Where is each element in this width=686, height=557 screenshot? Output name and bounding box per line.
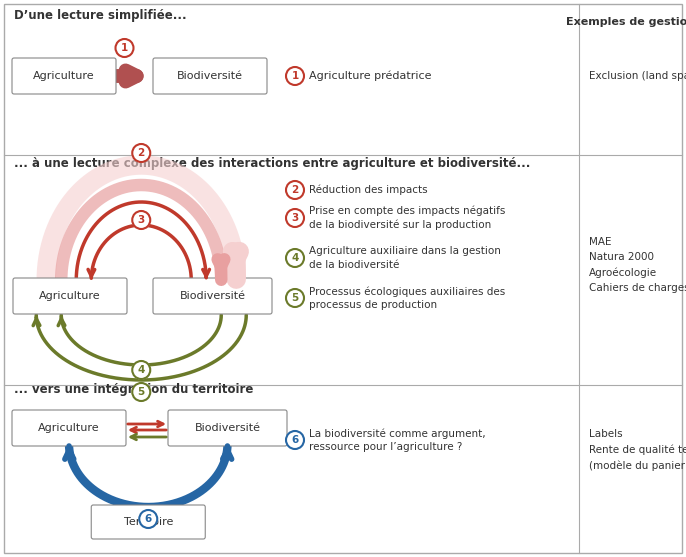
Text: Biodiversité: Biodiversité — [177, 71, 243, 81]
Text: Prise en compte des impacts négatifs
de la biodiversité sur la production: Prise en compte des impacts négatifs de … — [309, 206, 506, 230]
Text: Agriculture: Agriculture — [33, 71, 95, 81]
Text: Agriculture: Agriculture — [39, 291, 101, 301]
Text: Biodiversité: Biodiversité — [180, 291, 246, 301]
Text: 2: 2 — [138, 148, 145, 158]
Text: Biodiversité: Biodiversité — [195, 423, 261, 433]
Circle shape — [286, 181, 304, 199]
Text: 2: 2 — [292, 185, 298, 195]
Text: Exclusion (land sparing): Exclusion (land sparing) — [589, 71, 686, 81]
FancyBboxPatch shape — [153, 278, 272, 314]
Text: D’une lecture simplifiée...: D’une lecture simplifiée... — [14, 9, 187, 22]
FancyBboxPatch shape — [12, 58, 116, 94]
Text: 3: 3 — [138, 215, 145, 225]
Circle shape — [132, 144, 150, 162]
FancyBboxPatch shape — [13, 278, 127, 314]
Text: Agriculture: Agriculture — [38, 423, 99, 433]
Text: Labels
Rente de qualité territoriale
(modèle du panier de bien): Labels Rente de qualité territoriale (mo… — [589, 429, 686, 471]
Text: Exemples de gestion: Exemples de gestion — [566, 17, 686, 27]
Circle shape — [286, 431, 304, 449]
Text: La biodiversité comme argument,
ressource pour l’agriculture ?: La biodiversité comme argument, ressourc… — [309, 428, 486, 452]
Circle shape — [286, 249, 304, 267]
Circle shape — [139, 510, 157, 528]
Text: Territoire: Territoire — [123, 517, 173, 527]
Text: 3: 3 — [292, 213, 298, 223]
Text: 4: 4 — [292, 253, 298, 263]
Circle shape — [286, 289, 304, 307]
Circle shape — [132, 361, 150, 379]
Text: 1: 1 — [121, 43, 128, 53]
Text: 6: 6 — [292, 435, 298, 445]
Text: MAE
Natura 2000
Agroécologie
Cahiers de charges (labels): MAE Natura 2000 Agroécologie Cahiers de … — [589, 237, 686, 292]
Circle shape — [132, 383, 150, 401]
Circle shape — [115, 39, 134, 57]
FancyBboxPatch shape — [4, 4, 682, 553]
Text: ... à une lecture complexe des interactions entre agriculture et biodiversité...: ... à une lecture complexe des interacti… — [14, 157, 530, 169]
Text: Processus écologiques auxiliaires des
processus de production: Processus écologiques auxiliaires des pr… — [309, 286, 506, 310]
FancyBboxPatch shape — [12, 410, 126, 446]
FancyBboxPatch shape — [153, 58, 267, 94]
Text: Réduction des impacts: Réduction des impacts — [309, 185, 427, 196]
Text: 1: 1 — [292, 71, 298, 81]
Circle shape — [286, 67, 304, 85]
Circle shape — [286, 209, 304, 227]
FancyBboxPatch shape — [91, 505, 205, 539]
Circle shape — [132, 211, 150, 229]
Text: 4: 4 — [138, 365, 145, 375]
Text: 5: 5 — [292, 293, 298, 303]
Text: ... vers une intégration du territoire: ... vers une intégration du territoire — [14, 384, 253, 397]
FancyBboxPatch shape — [168, 410, 287, 446]
Text: 5: 5 — [138, 387, 145, 397]
Text: Agriculture auxiliaire dans la gestion
de la biodiversité: Agriculture auxiliaire dans la gestion d… — [309, 246, 501, 270]
Text: 6: 6 — [145, 514, 152, 524]
Text: Agriculture prédatrice: Agriculture prédatrice — [309, 71, 431, 81]
